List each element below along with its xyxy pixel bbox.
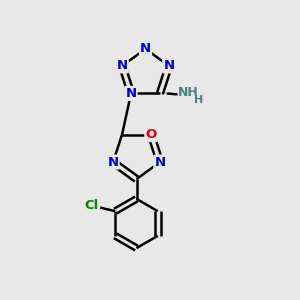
Text: Cl: Cl xyxy=(85,199,99,212)
Text: N: N xyxy=(154,156,166,169)
Text: N: N xyxy=(107,156,119,169)
Text: N: N xyxy=(140,42,151,56)
Text: H: H xyxy=(194,95,203,105)
Text: N: N xyxy=(116,59,128,72)
Text: N: N xyxy=(163,59,175,72)
Text: NH: NH xyxy=(178,86,199,99)
Text: O: O xyxy=(145,128,157,141)
Text: N: N xyxy=(125,87,136,100)
